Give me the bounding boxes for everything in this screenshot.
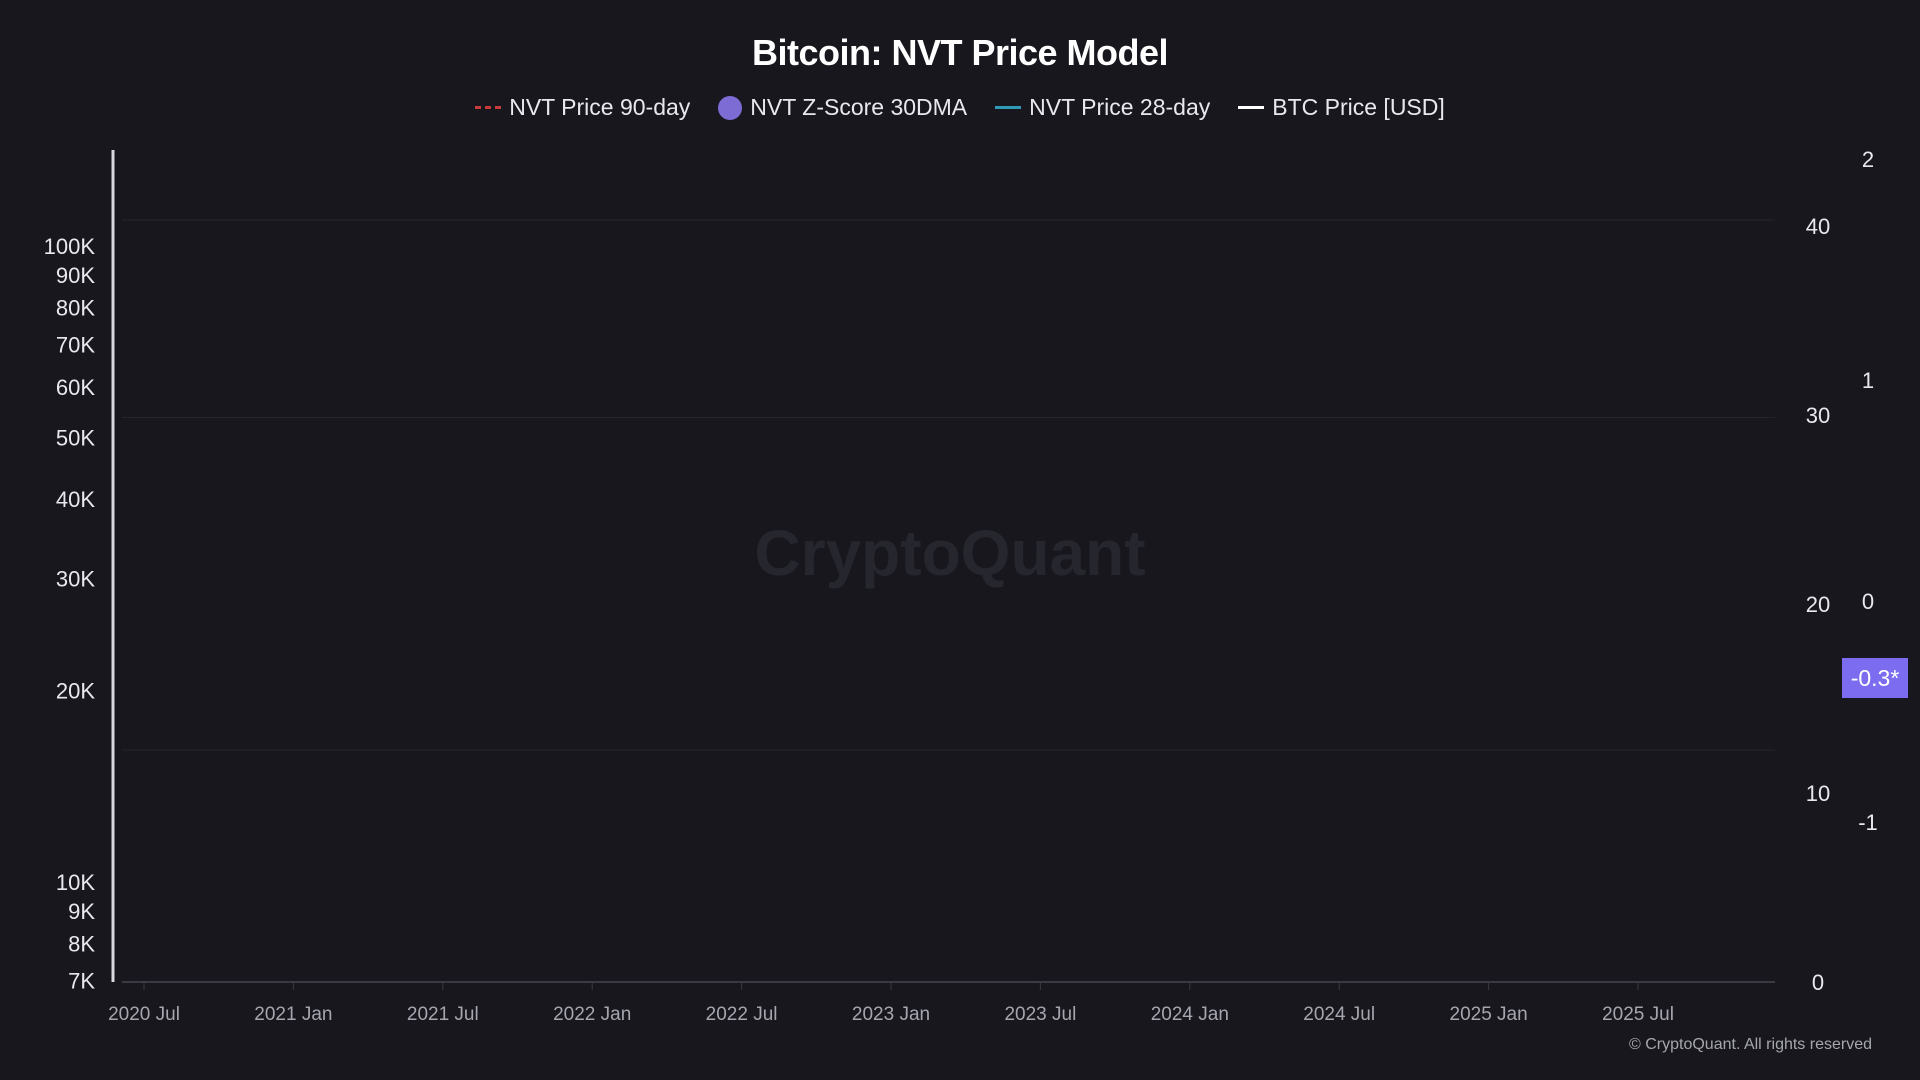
y-left-tick-label: 50K [56, 425, 95, 450]
copyright: © CryptoQuant. All rights reserved [1629, 1036, 1872, 1053]
y-left-tick-label: 10K [56, 870, 95, 895]
x-tick-label: 2021 Jul [407, 1004, 479, 1025]
y-left-tick-label: 30K [56, 567, 95, 592]
x-tick-label: 2025 Jan [1450, 1004, 1528, 1025]
y-mid-tick-label: 30 [1806, 403, 1830, 428]
line-swatch-icon [995, 106, 1022, 109]
y-mid-tick-label: 10 [1806, 781, 1830, 806]
circle-swatch-icon [718, 95, 743, 120]
legend-label: NVT Price 28-day [1029, 94, 1211, 120]
legend-item-zscore[interactable]: NVT Z-Score 30DMA [718, 94, 967, 121]
y-mid-tick-label: 0 [1812, 970, 1824, 995]
y-left-tick-label: 8K [68, 932, 95, 957]
x-tick-label: 2025 Jul [1602, 1004, 1674, 1025]
y-right-tick-label: 2 [1862, 147, 1874, 172]
gridlines [122, 219, 1775, 990]
y-left-tick-label: 40K [56, 487, 95, 512]
y-left-tick-label: 9K [68, 899, 95, 924]
legend-item-nvt-90[interactable]: NVT Price 90-day [475, 94, 690, 121]
y-left-tick-label: 70K [56, 333, 95, 358]
y-mid-tick-label: 20 [1806, 592, 1830, 617]
y-right-tick-label: 0 [1862, 589, 1874, 614]
legend-label: NVT Price 90-day [509, 94, 691, 120]
y-left-tick-label: 20K [56, 679, 95, 704]
legend-item-nvt-28[interactable]: NVT Price 28-day [995, 94, 1210, 121]
y-right-tick-label: 1 [1862, 368, 1874, 393]
y-right-tick-label: -1 [1858, 810, 1878, 835]
legend: NVT Price 90-day NVT Z-Score 30DMA NVT P… [0, 94, 1920, 121]
x-tick-label: 2023 Jan [852, 1004, 930, 1025]
legend-label: NVT Z-Score 30DMA [750, 94, 968, 120]
x-tick-label: 2022 Jan [553, 1004, 631, 1025]
x-tick-label: 2024 Jan [1151, 1004, 1229, 1025]
y-left-tick-label: 60K [56, 375, 95, 400]
chart-title: Bitcoin: NVT Price Model [751, 32, 1169, 73]
dashed-line-swatch-icon [475, 106, 502, 109]
legend-label: BTC Price [USD] [1272, 94, 1445, 120]
watermark: CryptoQuant [754, 517, 1145, 589]
x-tick-label: 2022 Jul [706, 1004, 778, 1025]
x-tick-label: 2024 Jul [1303, 1004, 1375, 1025]
tick-labels: 2020 Jul 2021 Jan 2021 Jul 2022 Jan 2022 Jul… [44, 147, 1878, 1025]
x-tick-label: 2021 Jan [254, 1004, 332, 1025]
x-tick-label: 2020 Jul [108, 1004, 180, 1025]
y-left-tick-label: 90K [56, 263, 95, 288]
y-left-tick-label: 7K [68, 969, 95, 994]
line-swatch-icon [1238, 106, 1265, 109]
legend-item-btc-price[interactable]: BTC Price [USD] [1238, 94, 1445, 121]
x-tick-label: 2023 Jul [1004, 1004, 1076, 1025]
y-left-tick-label: 100K [44, 234, 96, 259]
current-zscore-badge: -0.3* [1842, 658, 1908, 698]
svg-text:CryptoQuant: CryptoQuant [754, 517, 1145, 589]
y-left-tick-label: 80K [56, 296, 95, 321]
y-mid-tick-label: 40 [1806, 214, 1830, 239]
